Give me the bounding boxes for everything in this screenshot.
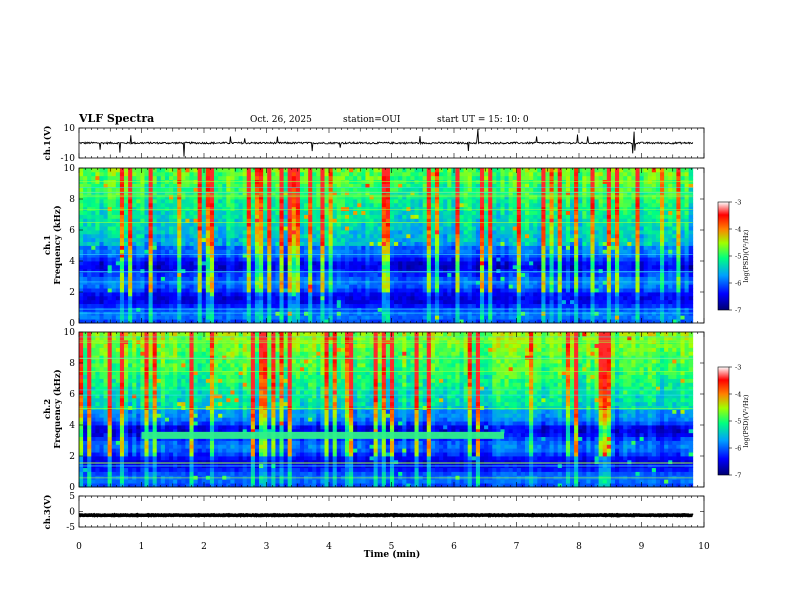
ch2-spectrogram-ytick-0: 0: [69, 483, 75, 493]
colorbar-tick-2-3: -6: [735, 445, 741, 453]
x-tick-8: 8: [576, 542, 582, 552]
x-tick-7: 7: [514, 542, 520, 552]
ch1-colorbar: -3 -4 -5 -6 -7 log(PSD)(V²/Hz): [717, 199, 750, 315]
ch2-spectrogram-interference-lines: [79, 336, 693, 479]
ch3-voltage-ylabel: ch.3(V): [42, 495, 53, 530]
colorbar-tick-2-1: -4: [735, 391, 741, 399]
colorbar-tick-1-3: -6: [735, 280, 741, 288]
x-tick-9: 9: [639, 542, 645, 552]
ch2-freq-ylabel-line1: ch.2: [43, 399, 53, 419]
figure-title: VLF Spectra: [78, 112, 154, 125]
ch1-voltage-ylabel: ch.1(V): [42, 126, 53, 161]
ch2-spectrogram-ytick-1: 2: [69, 452, 75, 462]
date-label: Oct. 26, 2025: [250, 115, 312, 125]
x-tick-5: 5: [389, 542, 395, 552]
x-axis: 0 1 2 3 4 5 6 7 8 9 10: [76, 542, 710, 552]
ch1-spectrogram-cells: [79, 168, 694, 324]
ch1-waveform-panel: 10 -10: [61, 124, 705, 164]
ch2-spectrogram-cells: [79, 332, 694, 488]
ch1-freq-ylabel-line1: ch.1: [43, 235, 53, 255]
start-time-label: start UT = 15: 10: 0: [437, 115, 529, 125]
x-tick-1: 1: [139, 542, 145, 552]
x-tick-6: 6: [451, 542, 457, 552]
ch2-spectrogram-panel: 0 2 4 6 8 10: [64, 328, 705, 493]
x-tick-4: 4: [326, 542, 332, 552]
ch1-spectrogram-ytick-0: 0: [69, 319, 75, 329]
x-tick-10: 10: [698, 542, 710, 552]
ch1-spectrogram-ytick-3: 6: [69, 226, 75, 236]
ch2-freq-ylabel: ch.2 Frequency (kHz): [43, 369, 63, 448]
colorbar-tick-1-2: -5: [735, 253, 741, 261]
ch2-colorbar-label: log(PSD)(V²/Hz): [742, 394, 750, 447]
ch1-spectrogram-interference-lines: [79, 181, 693, 314]
station-label: station=OUI: [343, 115, 401, 125]
ch3-waveform-ytick-2: -5: [66, 523, 75, 533]
ch2-spectrogram-ytick-2: 4: [69, 421, 75, 431]
ch1-waveform-ytick-1: -10: [61, 154, 76, 164]
colorbar-tick-1-4: -7: [735, 307, 741, 315]
colorbar-tick-2-2: -5: [735, 418, 741, 426]
ch1-spectrogram-ytick-2: 4: [69, 257, 75, 267]
x-tick-0: 0: [76, 542, 82, 552]
x-tick-3: 3: [264, 542, 270, 552]
ch3-waveform-trace: [78, 512, 694, 518]
ch3-waveform-ytick-0: 5: [69, 492, 75, 502]
ch1-colorbar-label: log(PSD)(V²/Hz): [742, 229, 750, 282]
ch2-colorbar: -3 -4 -5 -6 -7 log(PSD)(V²/Hz): [717, 364, 750, 480]
ch2-colorbar-gradient: [717, 366, 730, 476]
ch1-colorbar-gradient: [717, 201, 730, 311]
colorbar-tick-2-0: -3: [735, 364, 741, 372]
ch3-waveform-ytick-1: 0: [69, 508, 75, 518]
colorbar-tick-1-1: -4: [735, 226, 741, 234]
ch2-spectrogram-ytick-5: 10: [64, 328, 76, 338]
ch1-spectrogram-ytick-4: 8: [69, 195, 75, 205]
ch1-spectrogram-ytick-1: 2: [69, 288, 75, 298]
ch2-spectrogram-tone-band: [141, 431, 504, 439]
colorbar-tick-1-0: -3: [735, 199, 741, 207]
ch1-freq-ylabel-line2: Frequency (kHz): [52, 205, 63, 284]
ch1-spectrogram-panel: 0 2 4 6 8 10: [64, 164, 705, 329]
ch2-freq-ylabel-line2: Frequency (kHz): [52, 369, 63, 448]
ch3-waveform-panel: 5 0 -5: [66, 492, 705, 533]
ch1-waveform-ytick-0: 10: [64, 124, 76, 134]
colorbar-tick-2-4: -7: [735, 472, 741, 480]
ch1-freq-ylabel: ch.1 Frequency (kHz): [43, 205, 63, 284]
x-axis-label: Time (min): [364, 549, 421, 560]
ch1-spectrogram-ytick-5: 10: [64, 164, 76, 174]
x-tick-2: 2: [201, 542, 207, 552]
ch2-spectrogram-ytick-3: 6: [69, 390, 75, 400]
ch1-waveform-trace: [78, 129, 694, 157]
ch2-spectrogram-ytick-4: 8: [69, 359, 75, 369]
